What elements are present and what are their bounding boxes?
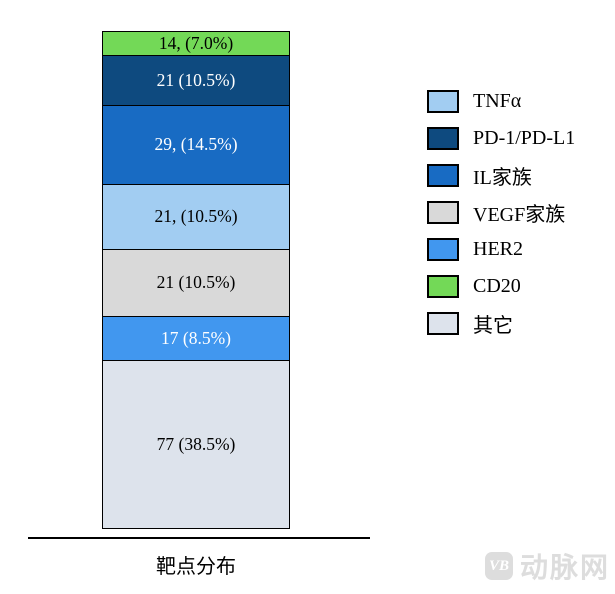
bar-segment-label: 21 (10.5%) [156,272,236,293]
legend: TNFα PD-1/PD-L1 IL家族 VEGF家族 HER2 CD20 其它 [427,90,575,349]
legend-label: TNFα [473,90,522,112]
legend-label: CD20 [473,275,521,297]
legend-label: PD-1/PD-L1 [473,127,576,149]
legend-swatch-icon [427,90,459,113]
legend-swatch-icon [427,201,459,224]
bar-segment-label: 29, (14.5%) [154,134,238,155]
legend-label: IL家族 [473,167,532,189]
bar-segment-IL家族: 29, (14.5%) [102,105,290,185]
legend-swatch-icon [427,164,459,187]
bar-segment-PD-1/PD-L1: 21 (10.5%) [102,54,290,107]
legend-row-HER2: HER2 [427,238,575,261]
bar-segment-TNFα: 21, (10.5%) [102,183,290,251]
legend-row-IL家族: IL家族 [427,164,575,189]
legend-swatch-icon [427,238,459,261]
bar-segment-label: 17 (8.5%) [161,327,231,348]
legend-swatch-icon [427,127,459,150]
bar-segment-label: 21, (10.5%) [154,206,238,227]
bar-segment-CD20: 14, (7.0%) [102,31,290,56]
bar-segment-label: 21 (10.5%) [156,69,236,90]
legend-row-VEGF家族: VEGF家族 [427,201,575,226]
legend-label: 其它 [473,315,513,337]
bar-segment-VEGF家族: 21 (10.5%) [102,249,290,317]
legend-row-CD20: CD20 [427,275,575,298]
bar-segment-label: 77 (38.5%) [156,433,236,454]
legend-swatch-icon [427,312,459,335]
legend-label: VEGF家族 [473,204,566,226]
bar-segment-label: 14, (7.0%) [158,32,234,53]
watermark-logo-icon: VB [484,552,513,580]
bar-segment-其它: 77 (38.5%) [102,360,290,529]
legend-row-TNFα: TNFα [427,90,575,113]
legend-row-其它: 其它 [427,312,575,337]
bar-segment-HER2: 17 (8.5%) [102,315,290,362]
x-axis-line [28,537,370,539]
x-axis-label: 靶点分布 [156,556,236,578]
watermark: VB 动脉网 [484,546,610,586]
legend-swatch-icon [427,275,459,298]
legend-label: HER2 [473,238,523,260]
stacked-bar: 14, (7.0%) 21 (10.5%) 29, (14.5%) 21, (10.5… [102,31,290,529]
watermark-brand-text: 动脉网 [519,552,610,583]
legend-row-PD-1/PD-L1: PD-1/PD-L1 [427,127,575,150]
